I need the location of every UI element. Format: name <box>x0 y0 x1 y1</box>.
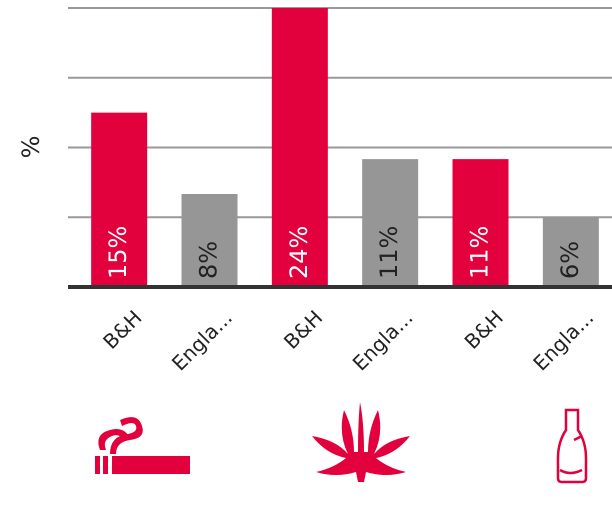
leaf-icon <box>312 402 410 482</box>
value-label: 8% <box>195 241 223 279</box>
x-tick-label: Engla... <box>528 305 598 375</box>
bar <box>181 194 238 287</box>
bar <box>362 159 419 287</box>
value-label: 6% <box>556 241 584 279</box>
x-tick-label: B&H <box>460 305 508 353</box>
bottle-icon <box>556 408 588 484</box>
value-label: 11% <box>375 226 403 279</box>
x-tick-label: B&H <box>98 305 146 353</box>
bar <box>91 112 148 287</box>
value-label: 11% <box>466 226 494 279</box>
value-label: 15% <box>104 226 132 279</box>
x-tick-label: Engla... <box>167 305 237 375</box>
bar <box>271 8 328 287</box>
bar <box>542 217 599 287</box>
x-tick-label: B&H <box>279 305 327 353</box>
cigarette-icon <box>95 417 190 474</box>
value-label: 24% <box>285 226 313 279</box>
y-axis-label: % <box>17 136 45 159</box>
bar <box>452 159 509 287</box>
x-tick-label: Engla... <box>348 305 418 375</box>
